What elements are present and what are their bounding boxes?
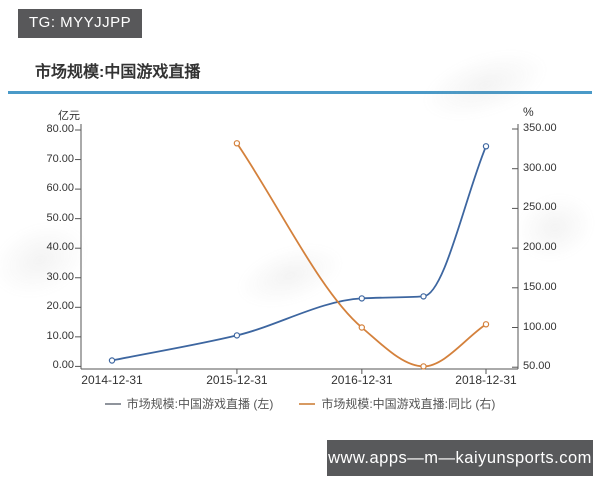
series-line-market-size [111, 145, 487, 362]
series-point-marker [420, 293, 427, 300]
watermark-smudge [413, 36, 557, 134]
x-axis-tick-label: 2016-12-31 [331, 373, 393, 387]
right-axis-tick-label: 350.00 [523, 122, 557, 134]
legend-label: 市场规模:中国游戏直播:同比 (右) [321, 397, 496, 411]
series-line-yoy [236, 142, 487, 368]
legend-label: 市场规模:中国游戏直播 (左) [126, 397, 274, 411]
left-axis-tick-label: 30.00 [46, 270, 74, 283]
series-point-marker [358, 295, 365, 302]
series-point-marker [358, 324, 365, 331]
watermark-smudge [506, 183, 600, 272]
title-divider [8, 91, 592, 94]
series-point-marker [233, 332, 241, 339]
left-axis-tick-label: 50.00 [46, 211, 74, 224]
right-axis-tick-label: 250.00 [523, 201, 557, 214]
left-axis-tick-label: 20.00 [46, 300, 74, 313]
right-axis-unit-label: % [523, 105, 534, 119]
tg-badge: TG: MYYJJPP [18, 9, 143, 38]
left-axis-tick-label: 70.00 [46, 152, 74, 165]
series-point-marker [482, 321, 490, 328]
left-axis-unit-label: 亿元 [58, 110, 80, 122]
x-axis-tick-label: 2015-12-31 [206, 373, 268, 387]
legend-dash-icon [299, 402, 316, 405]
x-axis-tick-label: 2018-12-31 [455, 373, 517, 387]
series-point-marker [108, 357, 116, 364]
chart-legend: 市场规模:中国游戏直播 (左) 市场规模:中国游戏直播:同比 (右) [0, 395, 600, 412]
left-axis-tick-label: 60.00 [46, 182, 74, 195]
legend-item-yoy-right[interactable]: 市场规模:中国游戏直播:同比 (右) [299, 395, 495, 412]
website-watermark-bar: www.apps—m—kaiyunsports.com [327, 440, 593, 476]
left-axis-tick-label: 0.00 [52, 359, 74, 372]
legend-item-market-size-left[interactable]: 市场规模:中国游戏直播 (左) [104, 395, 274, 412]
watermark-smudge [229, 232, 351, 319]
right-axis-tick-label: 100.00 [523, 320, 557, 333]
chart-title: 市场规模:中国游戏直播 [35, 64, 201, 81]
right-axis-tick-label: 200.00 [523, 241, 557, 254]
x-axis-tick-label: 2014-12-31 [81, 373, 143, 387]
right-axis-tick-label: 150.00 [523, 280, 557, 293]
watermark-smudge [0, 208, 100, 312]
legend-dash-icon [104, 402, 121, 405]
series-point-marker [420, 363, 427, 370]
left-axis-tick-label: 10.00 [46, 329, 74, 342]
left-axis-tick-label: 40.00 [46, 241, 74, 254]
right-axis-tick-label: 300.00 [523, 161, 557, 174]
series-point-marker [233, 140, 241, 147]
left-axis-tick-label: 80.00 [46, 123, 74, 135]
right-axis-tick-label: 50.00 [523, 360, 551, 373]
series-point-marker [482, 143, 490, 150]
